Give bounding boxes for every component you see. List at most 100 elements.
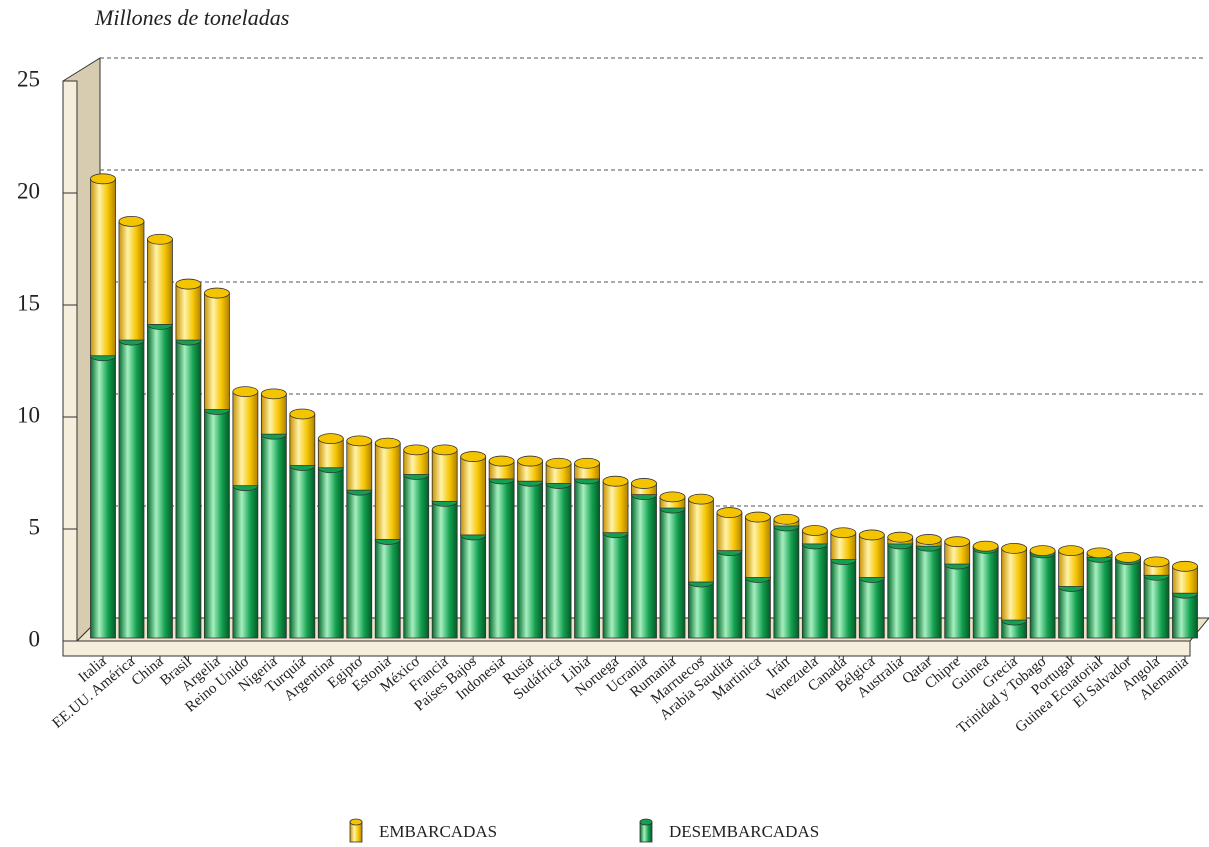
bar-segment (1086, 556, 1113, 639)
bar-segment (289, 413, 316, 466)
bar-cap (915, 534, 942, 545)
y-tick-label: 20 (17, 178, 40, 203)
bar-cap (346, 435, 373, 447)
bar-cap (147, 233, 173, 245)
bar-cap (289, 408, 316, 420)
bar-segment (118, 220, 145, 341)
bar-segment (716, 550, 743, 639)
bar-segment (858, 534, 885, 578)
bar-cap (944, 536, 971, 548)
bar-cap (631, 478, 657, 489)
bar-cap (887, 531, 914, 543)
y-tick-label: 25 (17, 66, 40, 91)
bar-segment (517, 480, 544, 639)
bar-segment (1029, 552, 1056, 639)
bar-cap (688, 493, 714, 505)
bar-segment (858, 577, 885, 639)
bar-cap (90, 173, 116, 185)
bar-segment (1001, 548, 1028, 621)
bar-cap (574, 457, 600, 469)
bar-segment (147, 323, 173, 639)
legend-label: EMBARCADAS (379, 822, 497, 841)
bar-segment (175, 283, 202, 341)
bar-segment (374, 442, 401, 540)
legend-swatch-cap (639, 818, 653, 826)
bar-segment (716, 512, 743, 552)
bar-segment (972, 548, 999, 639)
bar-segment (887, 543, 914, 639)
bar-cap (1086, 547, 1113, 559)
bar-segment (260, 433, 287, 639)
bar-cap (545, 457, 572, 469)
bar-cap (118, 215, 145, 227)
y-tick-label: 5 (29, 514, 41, 539)
bar-cap (203, 287, 230, 299)
y-tick-label: 10 (17, 402, 40, 427)
bar-segment (659, 507, 686, 639)
bar-cap (602, 475, 629, 487)
bar-segment (1172, 592, 1198, 639)
bar-segment (90, 355, 116, 639)
bar-segment (830, 559, 857, 639)
bar-segment (203, 292, 230, 410)
bar-cap (460, 451, 487, 462)
bar-cap (374, 437, 401, 449)
bar-segment (944, 563, 971, 639)
bar-cap (659, 491, 686, 503)
bar-cap (1058, 545, 1085, 557)
bar-segment (431, 500, 458, 639)
bar-segment (488, 478, 515, 639)
left-wall-front (62, 80, 78, 642)
bar-segment (232, 485, 259, 639)
bar-segment (317, 467, 344, 639)
bar-segment (1143, 574, 1170, 639)
bar-segment (545, 483, 572, 639)
bar-segment (147, 238, 173, 325)
bar-segment (744, 516, 771, 578)
bar-segment (574, 478, 600, 639)
bar-segment (346, 440, 373, 491)
bar-segment (688, 581, 714, 639)
bar-segment (631, 494, 657, 639)
bar-cap (232, 386, 259, 398)
y-tick-label: 15 (17, 290, 40, 315)
bar-segment (1115, 559, 1141, 639)
bar-segment (346, 489, 373, 639)
x-tick-label: China (129, 654, 167, 690)
bar-segment (203, 409, 230, 639)
bar-segment (915, 545, 942, 639)
bar-cap (830, 527, 857, 539)
bar-segment (90, 178, 116, 357)
bar-cap (317, 433, 344, 445)
bar-cap (431, 444, 458, 456)
bar-segment (744, 577, 771, 639)
bar-cap (488, 455, 515, 467)
bar-segment (602, 532, 629, 639)
bar-segment (460, 534, 487, 639)
bar-cap (175, 278, 202, 290)
bar-segment (374, 539, 401, 639)
floor-front (62, 640, 1191, 657)
bar-cap (260, 388, 287, 400)
bar-cap (1172, 560, 1198, 572)
bar-cap (801, 525, 828, 536)
bar-segment (688, 498, 714, 583)
axis-title: Millones de toneladas (94, 5, 289, 30)
bar-segment (289, 465, 316, 639)
bar-segment (175, 339, 202, 639)
bar-cap (1115, 551, 1141, 563)
legend-swatch-cap (349, 818, 363, 826)
bar-cap (517, 455, 544, 467)
bar-cap (773, 513, 800, 525)
bar-cap (972, 540, 999, 552)
bar-segment (260, 393, 287, 435)
bar-segment (118, 339, 145, 639)
bar-segment (232, 391, 259, 487)
bar-segment (602, 480, 629, 534)
bar-cap (1143, 556, 1170, 568)
x-tick: China (129, 654, 167, 690)
bar-segment (403, 474, 430, 639)
bar-cap (858, 529, 885, 541)
bar-segment (1058, 586, 1085, 639)
